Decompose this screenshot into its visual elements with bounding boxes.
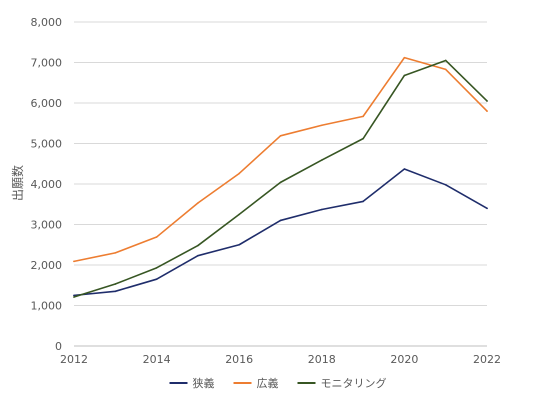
y-tick-label: 7,000 (31, 57, 63, 70)
y-tick-label: 3,000 (31, 219, 63, 232)
data-point (403, 74, 406, 77)
data-point (403, 56, 406, 59)
data-point (321, 208, 323, 211)
data-point (362, 115, 364, 118)
legend-label: 狭義 (193, 376, 215, 390)
data-point (279, 135, 282, 137)
data-point (155, 278, 158, 280)
data-point (444, 68, 447, 71)
y-tick-label: 0 (55, 340, 62, 353)
data-point (362, 137, 364, 140)
data-point (114, 252, 117, 254)
y-tick-label: 1,000 (31, 300, 63, 313)
x-tick-label: 2014 (143, 353, 171, 366)
data-point (114, 290, 117, 293)
y-tick-label: 5,000 (31, 138, 63, 151)
data-point (321, 124, 323, 127)
y-tick-label: 6,000 (31, 97, 63, 110)
series-line (73, 56, 488, 263)
data-point (444, 184, 447, 186)
legend: 狭義 広義 モニタリング (169, 376, 387, 390)
series-lines (73, 56, 488, 298)
data-point (238, 213, 240, 216)
data-point (73, 296, 75, 298)
legend-item: 狭義 (169, 376, 215, 390)
data-point (155, 236, 158, 238)
data-point (486, 100, 488, 102)
data-point (238, 243, 240, 246)
x-tick-label: 2012 (60, 353, 88, 366)
x-tick-label: 2018 (308, 353, 336, 366)
data-point (155, 267, 158, 269)
data-point (362, 200, 364, 203)
axes: 0 1,000 2,000 3,000 4,000 5,000 6,000 7,000 8,00… (31, 16, 502, 366)
data-point (197, 202, 199, 204)
data-point (486, 207, 488, 210)
data-point (444, 59, 447, 62)
legend-label: 広義 (257, 376, 279, 390)
gridlines (74, 21, 487, 347)
legend-label: モニタリング (321, 376, 387, 390)
data-point (238, 172, 240, 175)
x-tick-label: 2022 (473, 353, 501, 366)
y-tick-label: 4,000 (31, 178, 63, 191)
y-axis-label: 出願数 (10, 165, 25, 201)
series-line (73, 59, 488, 298)
y-tick-label: 8,000 (31, 16, 63, 29)
legend-item: モニタリング (297, 376, 387, 390)
data-point (197, 254, 199, 257)
data-point (73, 294, 75, 297)
data-point (279, 181, 282, 184)
y-tick-label: 2,000 (31, 259, 63, 272)
data-point (73, 260, 75, 263)
data-point (114, 283, 117, 285)
x-tick-label: 2016 (225, 353, 253, 366)
legend-item: 広義 (233, 376, 279, 390)
data-point (197, 244, 199, 247)
data-point (279, 219, 282, 222)
x-tick-label: 2020 (390, 353, 418, 366)
data-point (403, 168, 406, 170)
data-point (321, 159, 323, 161)
data-point (486, 110, 488, 112)
